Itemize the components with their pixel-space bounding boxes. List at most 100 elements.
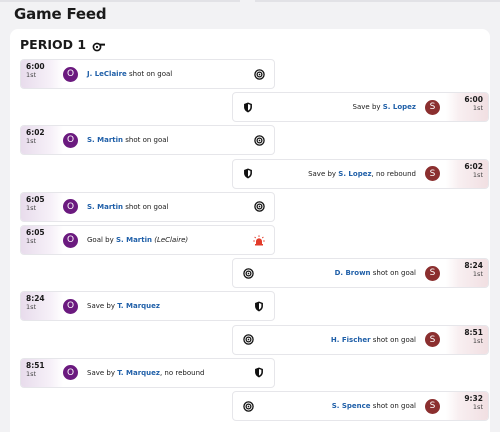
player-link[interactable]: T. Marquez [117, 368, 160, 377]
event-time-block: 8:51 1st [446, 325, 488, 354]
event-suffix: shot on goal [370, 335, 416, 344]
team-badge: O [63, 232, 78, 248]
event-period: 1st [472, 104, 483, 113]
target-icon [253, 68, 265, 80]
shield-icon [242, 101, 254, 113]
event-period: 1st [26, 369, 37, 378]
event-period: 1st [26, 137, 37, 146]
player-link[interactable]: S. Martin [87, 202, 124, 211]
event-time: 6:02 [26, 128, 45, 138]
team-badge: O [63, 132, 78, 148]
event-suffix: , no rebound [159, 368, 205, 377]
event-description: S. Martin shot on goal [78, 203, 253, 211]
feed-event[interactable]: 6:05 1st O S. Martin shot on goal [20, 191, 275, 222]
target-icon [242, 334, 254, 346]
event-period: 1st [472, 403, 483, 411]
shield-icon [242, 168, 254, 180]
event-time: 8:51 [26, 360, 45, 370]
page-title: Game Feed [14, 5, 107, 23]
player-link[interactable]: J. LeClaire [87, 70, 127, 78]
feed-event[interactable]: D. Brown shot on goal S 8:24 1st [232, 258, 489, 289]
target-icon [253, 134, 265, 146]
event-prefix: Save by [352, 103, 383, 112]
player-link[interactable]: H. Fischer [330, 335, 371, 344]
event-suffix: shot on goal [126, 70, 173, 78]
period-header: PERIOD 1 [20, 37, 106, 52]
target-icon [242, 267, 254, 279]
goal-light-icon [253, 234, 265, 246]
event-description: Save by T. Marquez [78, 302, 253, 310]
event-description: Save by T. Marquez, no rebound [78, 369, 253, 377]
event-time-block: 9:32 1st [446, 392, 488, 420]
event-period: 1st [472, 336, 483, 345]
event-time: 6:00 [26, 62, 45, 71]
event-description: S. Spence shot on goal [254, 402, 425, 410]
feed-event[interactable]: 6:00 1st O J. LeClaire shot on goal [20, 59, 275, 89]
team-badge: O [63, 365, 78, 381]
feed-event[interactable]: 8:24 1st O Save by T. Marquez [20, 291, 275, 322]
event-time: 6:02 [464, 161, 483, 171]
player-link[interactable]: D. Brown [334, 269, 371, 278]
event-time: 8:24 [26, 294, 45, 304]
period-title: PERIOD 1 [20, 37, 87, 52]
feed-event[interactable]: Save by S. Lopez, no rebound S 6:02 1st [232, 158, 489, 189]
event-period: 1st [472, 170, 483, 179]
feed-event[interactable]: S. Spence shot on goal S 9:32 1st [232, 391, 489, 421]
event-description: Save by S. Lopez [254, 103, 425, 111]
team-badge: O [63, 199, 78, 215]
target-icon [253, 201, 265, 213]
event-suffix: shot on goal [370, 402, 416, 410]
event-time-block: 6:02 1st [21, 126, 63, 155]
team-badge: S [425, 166, 440, 182]
event-prefix: Save by [308, 169, 339, 178]
shield-icon [253, 300, 265, 312]
event-period: 1st [472, 270, 483, 279]
player-link[interactable]: S. Spence [331, 402, 371, 410]
event-time-block: 6:00 1st [446, 93, 488, 122]
event-description: Goal by S. Martin (LeClaire) [78, 236, 253, 244]
team-badge: O [63, 66, 78, 82]
feed-event[interactable]: Save by S. Lopez S 6:00 1st [232, 92, 489, 123]
whistle-icon [92, 40, 106, 51]
event-time-block: 8:51 1st [21, 358, 63, 387]
feed-event[interactable]: 8:51 1st O Save by T. Marquez, no rebound [20, 357, 275, 388]
target-icon [242, 400, 254, 412]
player-link[interactable]: S. Martin [87, 136, 124, 145]
team-badge: S [425, 332, 440, 348]
event-prefix: Save by [87, 368, 118, 377]
event-time: 8:51 [464, 327, 483, 337]
event-period: 1st [26, 237, 37, 245]
team-badge: S [425, 99, 440, 115]
player-link[interactable]: T. Marquez [117, 302, 160, 311]
event-time-block: 8:24 1st [21, 292, 63, 321]
event-time: 9:32 [464, 394, 483, 403]
event-period: 1st [26, 303, 37, 312]
event-description: D. Brown shot on goal [254, 269, 425, 277]
assist-text: (LeClaire) [154, 236, 189, 244]
event-period: 1st [26, 203, 37, 212]
team-badge: S [425, 398, 440, 414]
event-prefix: Save by [87, 302, 118, 311]
feed-event[interactable]: 6:02 1st O S. Martin shot on goal [20, 125, 275, 156]
top-divider [0, 0, 500, 4]
event-time-block: 6:00 1st [21, 60, 63, 88]
event-suffix: shot on goal [370, 269, 416, 278]
event-description: Save by S. Lopez, no rebound [254, 170, 425, 178]
event-suffix: shot on goal [123, 136, 169, 145]
event-time: 6:00 [464, 95, 483, 105]
player-link[interactable]: S. Lopez [382, 103, 416, 112]
game-feed-panel: PERIOD 1 6:00 1st O J. LeClaire shot on goa… [10, 29, 490, 432]
feed-event[interactable]: H. Fischer shot on goal S 8:51 1st [232, 324, 489, 355]
event-time-block: 6:02 1st [446, 159, 488, 188]
event-description: H. Fischer shot on goal [254, 336, 425, 344]
player-link[interactable]: S. Lopez [338, 169, 372, 178]
player-link[interactable]: S. Martin [115, 236, 152, 244]
event-suffix: , no rebound [371, 169, 416, 178]
event-time-block: 6:05 1st [21, 192, 63, 221]
event-time: 6:05 [26, 194, 45, 204]
feed-event[interactable]: 6:05 1st O Goal by S. Martin (LeClaire) [20, 225, 275, 255]
event-period: 1st [26, 71, 37, 79]
event-description: J. LeClaire shot on goal [78, 70, 253, 78]
event-time: 6:05 [26, 228, 45, 237]
event-prefix: Goal by [87, 236, 116, 244]
